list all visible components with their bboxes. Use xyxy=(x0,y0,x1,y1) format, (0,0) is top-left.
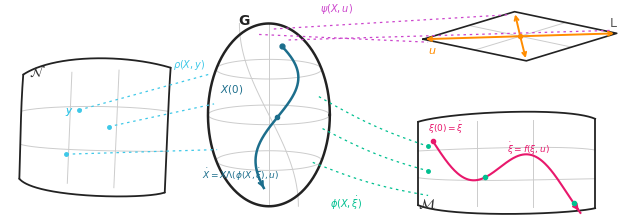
Text: L: L xyxy=(610,17,617,30)
Text: $\mathcal{N}$: $\mathcal{N}$ xyxy=(29,64,46,80)
Text: $\psi(X,u)$: $\psi(X,u)$ xyxy=(320,2,353,16)
Text: G: G xyxy=(239,14,250,29)
Text: $\rho(X,y)$: $\rho(X,y)$ xyxy=(173,58,205,72)
Text: $u$: $u$ xyxy=(428,46,436,56)
Text: $\mathcal{M}$: $\mathcal{M}$ xyxy=(419,197,436,211)
Text: $\dot{\xi}=f(\xi,u)$: $\dot{\xi}=f(\xi,u)$ xyxy=(507,141,550,157)
Text: $y$: $y$ xyxy=(65,106,73,118)
Text: $\xi(0)=\dot{\xi}$: $\xi(0)=\dot{\xi}$ xyxy=(428,120,464,135)
Text: $\phi(X,\dot{\xi})$: $\phi(X,\dot{\xi})$ xyxy=(330,195,362,212)
Text: $y$: $y$ xyxy=(65,106,73,118)
Text: $X(0)$: $X(0)$ xyxy=(220,83,243,96)
Text: $\dot{X}=X\Lambda(\phi(X,\dot{\xi}),u)$: $\dot{X}=X\Lambda(\phi(X,\dot{\xi}),u)$ xyxy=(202,167,279,183)
